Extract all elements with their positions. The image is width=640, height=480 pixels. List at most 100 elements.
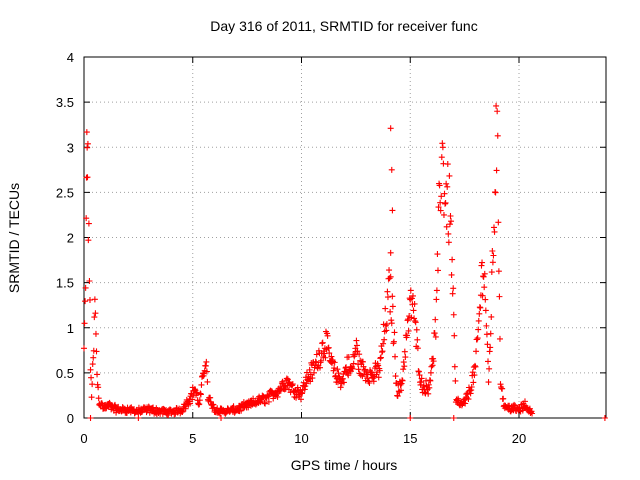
data-point (485, 379, 492, 386)
x-tick-label: 0 (80, 431, 87, 446)
data-point (495, 268, 502, 275)
data-point (475, 326, 482, 333)
data-point (340, 379, 347, 386)
data-point (434, 267, 441, 274)
data-point (470, 379, 477, 386)
data-point (496, 335, 503, 342)
data-point (487, 344, 494, 351)
data-point (445, 239, 452, 246)
data-point (448, 218, 455, 225)
data-point (384, 288, 391, 295)
data-point (289, 380, 296, 387)
data-point (387, 125, 394, 132)
data-point (389, 303, 396, 310)
data-point (484, 341, 491, 348)
data-point (307, 371, 314, 378)
data-point (468, 383, 475, 390)
x-tick-label: 5 (189, 431, 196, 446)
data-point (307, 378, 314, 385)
data-point (412, 319, 419, 326)
data-point (82, 298, 89, 305)
y-tick-label: 1.5 (56, 276, 74, 291)
data-point (446, 172, 453, 179)
data-point (388, 166, 395, 173)
data-point (376, 367, 383, 374)
y-tick-label: 4 (67, 50, 74, 65)
data-point (93, 348, 100, 355)
x-axis-label: GPS time / hours (291, 457, 398, 473)
data-point (401, 348, 408, 355)
data-point (405, 316, 412, 323)
data-point (489, 248, 496, 254)
data-point (449, 290, 456, 297)
data-point (438, 154, 445, 161)
y-tick-label: 2 (67, 231, 74, 246)
data-point (483, 331, 490, 338)
data-point (204, 378, 211, 385)
data-point (413, 326, 420, 333)
data-point (486, 365, 493, 372)
data-point (485, 358, 492, 365)
data-point (389, 293, 396, 300)
data-point (403, 332, 410, 339)
data-point (83, 129, 90, 136)
data-point (442, 199, 449, 206)
data-point (490, 252, 497, 259)
data-point (319, 339, 326, 346)
data-point (313, 351, 320, 358)
data-point (483, 322, 490, 329)
data-point (84, 144, 91, 151)
data-point (92, 330, 99, 337)
plot-frame (83, 56, 607, 419)
data-point (198, 381, 205, 388)
data-point (441, 190, 448, 197)
data-point (388, 320, 395, 327)
data-point (407, 287, 414, 294)
data-point (197, 391, 204, 398)
data-point (381, 336, 388, 343)
data-point (303, 369, 310, 376)
data-point (86, 277, 93, 284)
data-point (337, 384, 344, 391)
data-point (438, 193, 445, 200)
y-tick-label: 3.5 (56, 95, 74, 110)
data-point (389, 207, 396, 214)
data-point (89, 381, 96, 388)
data-point (437, 207, 444, 214)
data-point (379, 348, 386, 355)
data-point (443, 180, 450, 187)
data-point (81, 320, 88, 327)
data-point (481, 284, 488, 291)
chart-title: Day 316 of 2011, SRMTID for receiver fun… (210, 18, 477, 34)
data-point (82, 284, 89, 291)
data-point (353, 342, 360, 349)
data-point (493, 167, 500, 174)
data-point (203, 358, 210, 365)
data-point (375, 362, 382, 369)
data-point (390, 338, 397, 345)
data-point (95, 384, 102, 391)
data-point (473, 348, 480, 355)
y-tick-label: 1 (67, 321, 74, 336)
data-point (472, 363, 479, 370)
data-point (452, 377, 459, 384)
data-point (316, 364, 323, 371)
data-point (326, 350, 333, 357)
data-point (189, 396, 196, 403)
data-point (416, 372, 423, 379)
data-point (493, 102, 500, 109)
data-point (90, 347, 97, 354)
data-point (87, 415, 94, 421)
data-point (414, 345, 421, 352)
data-point (380, 340, 387, 347)
data-point (492, 189, 499, 196)
data-point (86, 296, 93, 303)
data-point (443, 223, 450, 230)
data-point (383, 327, 390, 334)
data-point (135, 415, 142, 421)
data-point (386, 275, 393, 282)
data-point (495, 219, 502, 226)
data-point (488, 269, 495, 276)
data-point (430, 358, 437, 365)
y-tick-label: 0 (67, 411, 74, 426)
